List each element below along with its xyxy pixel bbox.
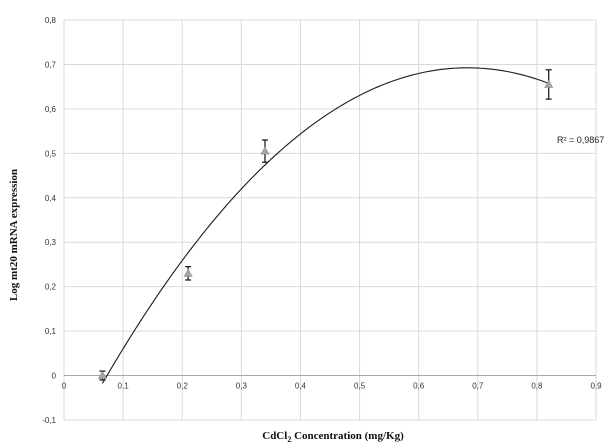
x-tick-label: 0,6 <box>413 382 425 391</box>
y-axis-title: Log mt20 mRNA expression <box>8 169 20 301</box>
data-point-marker <box>183 268 193 277</box>
data-point-marker <box>97 370 107 379</box>
trendline-layer <box>101 67 549 384</box>
x-axis-title: CdCl2 Concentration (mg/Kg) <box>262 430 404 444</box>
data-point-marker <box>544 79 554 88</box>
r-squared-annotation: R² = 0,9867 <box>557 135 604 145</box>
x-tick-label: 0 <box>62 382 67 391</box>
error-bar-layer <box>99 69 552 381</box>
x-axis-title-subscript: 2 <box>287 435 291 444</box>
y-tick-label: 0,5 <box>45 149 57 158</box>
x-tick-label: 0,9 <box>590 382 602 391</box>
x-tick-label: 0,8 <box>531 382 543 391</box>
x-axis-title-rest: Concentration (mg/Kg) <box>291 430 404 442</box>
axis-layer: 0 0,1 0,2 0,3 0,4 0,5 0,6 0,7 0,8 0,9 -0,1 0 0,1 0,2 0… <box>42 16 602 425</box>
x-axis-title-main: CdCl <box>262 430 287 442</box>
y-tick-label: 0,7 <box>45 60 57 69</box>
polynomial-trendline <box>101 67 549 384</box>
data-point-marker <box>260 146 270 155</box>
x-tick-label: 0,2 <box>177 382 189 391</box>
y-tick-label: 0,1 <box>45 327 57 336</box>
grid-layer <box>63 19 597 421</box>
x-tick-label: 0,7 <box>472 382 484 391</box>
y-tick-label: 0,2 <box>45 283 57 292</box>
y-tick-label: 0,8 <box>45 16 57 25</box>
y-tick-label: 0 <box>52 372 57 381</box>
x-tick-label: 0,5 <box>354 382 366 391</box>
y-tick-label: 0,3 <box>45 238 57 247</box>
y-tick-label: -0,1 <box>42 416 56 425</box>
y-tick-label: 0,6 <box>45 105 57 114</box>
data-point-layer <box>97 79 554 379</box>
x-tick-label: 0,3 <box>236 382 248 391</box>
y-tick-label: 0,4 <box>45 194 57 203</box>
x-tick-label: 0,1 <box>118 382 130 391</box>
x-tick-label: 0,4 <box>295 382 307 391</box>
